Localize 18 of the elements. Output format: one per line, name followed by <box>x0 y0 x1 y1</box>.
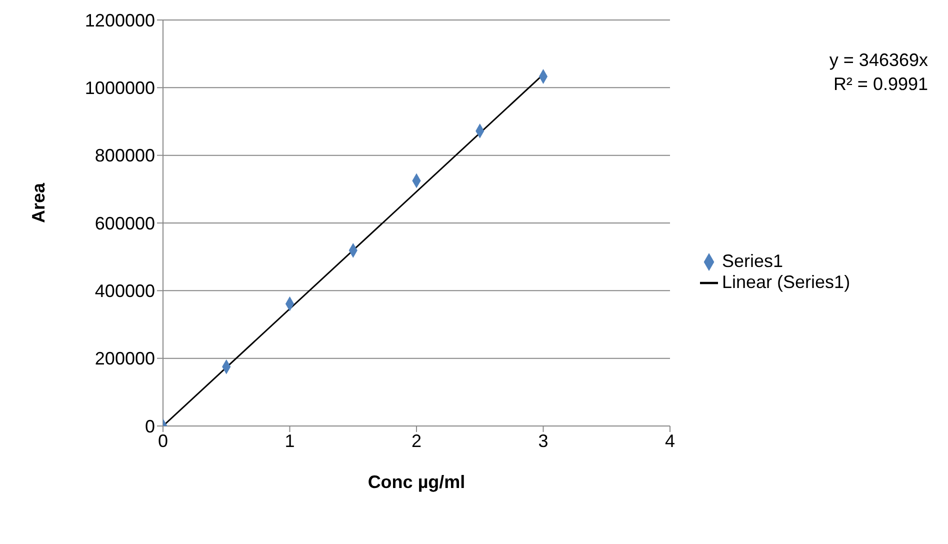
x-tick-label: 0 <box>158 430 168 451</box>
x-tick-label: 2 <box>411 430 422 451</box>
y-tick-label: 600000 <box>94 213 155 234</box>
y-tick-label: 1200000 <box>84 10 155 30</box>
x-axis-title: Conc µg/ml <box>368 472 466 492</box>
x-tick-label: 3 <box>538 430 548 451</box>
y-tick-label: 800000 <box>94 146 155 166</box>
y-tick-label: 200000 <box>94 348 155 369</box>
y-tick-label: 400000 <box>94 281 155 302</box>
x-tick-label: 1 <box>284 430 295 451</box>
text: y = 346369x <box>829 49 928 72</box>
legend-label: Series1 <box>722 251 784 271</box>
legend-label: Linear (Series1) <box>722 272 850 292</box>
x-tick-label: 4 <box>664 430 676 451</box>
y-axis-title: Area <box>28 182 48 223</box>
y-tick-label: 0 <box>144 416 155 436</box>
y-tick-label: 1000000 <box>84 78 155 98</box>
text: R² = 0.9991 <box>832 73 928 96</box>
